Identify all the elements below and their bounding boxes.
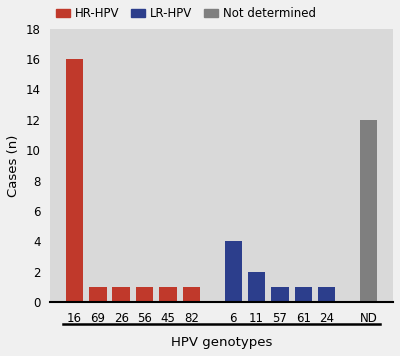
- Bar: [294, 287, 312, 302]
- Bar: [224, 241, 242, 302]
- Bar: [248, 272, 266, 302]
- Bar: [136, 287, 153, 302]
- Bar: [66, 59, 83, 302]
- Legend: HR-HPV, LR-HPV, Not determined: HR-HPV, LR-HPV, Not determined: [56, 7, 316, 20]
- Bar: [271, 287, 289, 302]
- X-axis label: HPV genotypes: HPV genotypes: [171, 336, 272, 349]
- Bar: [159, 287, 177, 302]
- Bar: [360, 120, 378, 302]
- Bar: [112, 287, 130, 302]
- Bar: [182, 287, 200, 302]
- Bar: [318, 287, 336, 302]
- Y-axis label: Cases (n): Cases (n): [7, 134, 20, 197]
- Bar: [89, 287, 107, 302]
